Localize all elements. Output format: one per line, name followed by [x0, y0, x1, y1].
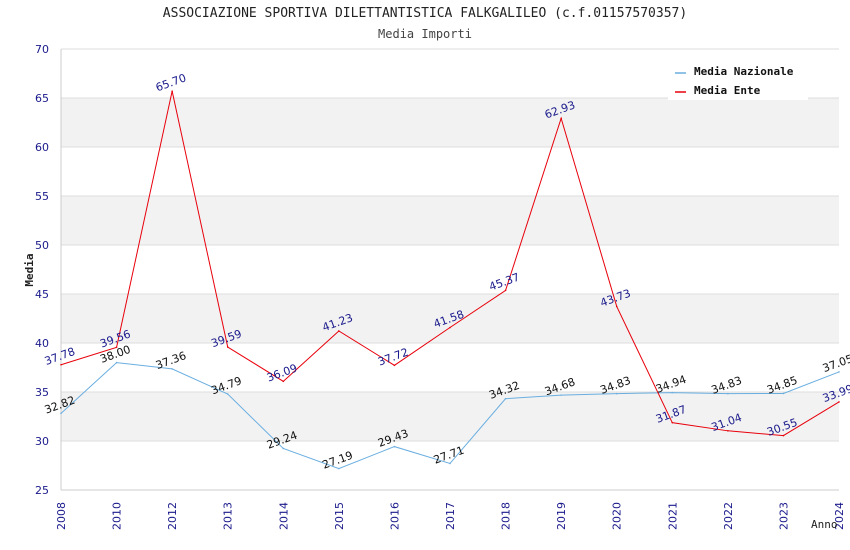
x-tick-label: 2015	[333, 502, 346, 530]
legend-box	[668, 60, 808, 100]
data-point-ente	[393, 364, 396, 367]
data-point-nazionale	[115, 361, 118, 364]
y-tick-label: 45	[35, 288, 49, 301]
x-tick-label: 2021	[666, 502, 679, 530]
data-point-nazionale	[449, 462, 451, 465]
x-tick-label: 2012	[166, 502, 179, 530]
data-point-nazionale	[282, 447, 285, 450]
data-point-ente	[282, 380, 285, 383]
data-point-ente	[449, 326, 451, 329]
data-point-ente	[338, 330, 340, 332]
y-axis-label: Media	[23, 253, 36, 286]
grid-band	[61, 294, 839, 343]
data-point-nazionale	[838, 371, 840, 373]
data-point-nazionale	[560, 394, 562, 396]
data-label-ente: 45.37	[487, 271, 521, 294]
data-label-nazionale: 37.05	[821, 352, 850, 375]
grid-band	[61, 98, 839, 147]
data-point-nazionale	[504, 397, 507, 400]
y-tick-label: 70	[35, 43, 49, 56]
data-point-nazionale	[727, 392, 729, 395]
data-point-nazionale	[393, 445, 396, 448]
legend-entry-ente[interactable]: Media Ente	[694, 84, 761, 97]
y-tick-label: 65	[35, 92, 49, 105]
x-tick-label: 2008	[55, 502, 68, 530]
data-point-ente	[671, 421, 674, 424]
x-tick-label: 2014	[277, 502, 290, 530]
data-point-ente	[782, 434, 785, 437]
data-point-ente	[171, 90, 173, 92]
y-tick-label: 25	[35, 484, 49, 497]
data-point-ente	[60, 363, 62, 366]
x-tick-label: 2022	[722, 502, 735, 530]
y-tick-label: 55	[35, 190, 49, 203]
y-tick-label: 35	[35, 386, 49, 399]
data-point-ente	[560, 117, 562, 120]
x-tick-label: 2013	[222, 502, 235, 530]
data-point-ente	[226, 346, 229, 348]
data-point-ente	[838, 401, 840, 403]
data-point-nazionale	[671, 391, 674, 394]
x-tick-label: 2019	[555, 502, 568, 530]
data-point-ente	[115, 346, 118, 349]
chart-title: ASSOCIAZIONE SPORTIVA DILETTANTISTICA FA…	[162, 6, 688, 21]
chart-subtitle: Media Importi	[378, 27, 472, 41]
x-tick-label: 2010	[111, 502, 124, 530]
legend-entry-nazionale[interactable]: Media Nazionale	[694, 65, 794, 78]
data-label-ente: 65.70	[154, 71, 188, 94]
y-tick-label: 40	[35, 337, 49, 350]
data-point-ente	[727, 430, 729, 432]
x-tick-label: 2017	[444, 502, 457, 530]
data-point-nazionale	[615, 392, 618, 395]
data-point-nazionale	[782, 392, 785, 395]
x-tick-label: 2018	[500, 502, 513, 530]
data-point-nazionale	[226, 393, 229, 395]
y-tick-label: 30	[35, 435, 49, 448]
grid-band	[61, 196, 839, 245]
x-tick-label: 2023	[777, 502, 790, 530]
grid-band	[61, 392, 839, 441]
x-tick-label: 2020	[611, 502, 624, 530]
data-point-nazionale	[60, 412, 62, 415]
x-tick-label: 2024	[833, 502, 846, 530]
data-point-ente	[615, 305, 618, 308]
data-point-nazionale	[171, 368, 173, 370]
data-point-nazionale	[338, 467, 340, 470]
y-tick-label: 50	[35, 239, 49, 252]
x-axis-label: Anno	[811, 518, 838, 531]
y-tick-label: 60	[35, 141, 49, 154]
x-tick-label: 2016	[388, 502, 401, 530]
data-point-ente	[504, 289, 507, 292]
